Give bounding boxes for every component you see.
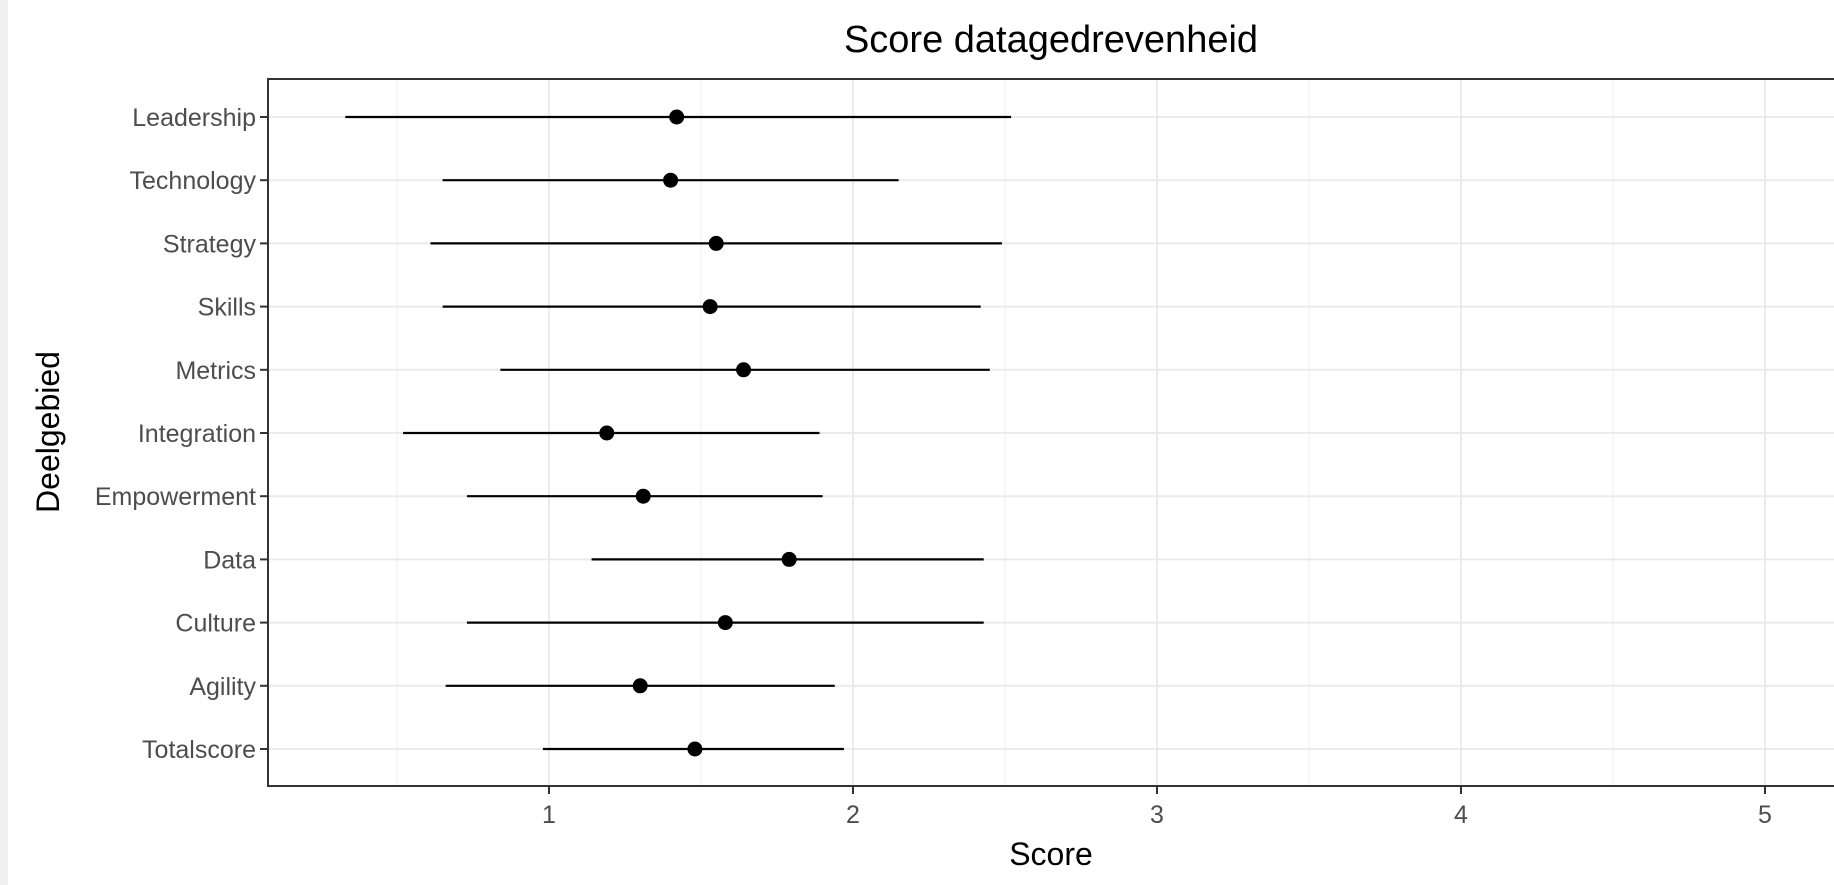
y-tick-label: Empowerment — [95, 483, 256, 511]
y-tick-label: Technology — [130, 167, 257, 195]
y-tick-label: Strategy — [163, 230, 257, 258]
point-marker — [635, 488, 651, 504]
point-marker — [717, 615, 733, 631]
point-marker — [687, 741, 703, 757]
y-tick-label: Leadership — [132, 104, 256, 132]
point-marker — [663, 172, 679, 188]
y-tick-label: Culture — [175, 610, 256, 638]
x-tick-label: 4 — [1454, 801, 1468, 829]
point-marker — [781, 551, 797, 567]
point-marker — [669, 109, 685, 125]
y-tick-label: Totalscore — [142, 736, 256, 764]
x-axis-title: Score — [1009, 836, 1093, 872]
point-marker — [708, 235, 724, 251]
y-tick-label: Agility — [189, 673, 256, 701]
y-tick-label: Data — [203, 546, 256, 574]
y-tick-label: Metrics — [175, 357, 256, 385]
point-marker — [736, 362, 752, 378]
x-tick-label: 5 — [1758, 801, 1772, 829]
y-tick-label: Skills — [198, 294, 256, 322]
point-marker — [632, 678, 648, 694]
y-tick-label: Integration — [138, 420, 256, 448]
x-axis: 1 2 3 4 5 — [542, 786, 1772, 829]
chart-panel: Score datagedrevenheid Leadership Technol… — [8, 0, 1834, 885]
x-tick-label: 3 — [1150, 801, 1164, 829]
point-marker — [599, 425, 615, 441]
y-axis-title: Deelgebied — [30, 351, 66, 513]
x-tick-label: 2 — [846, 801, 860, 829]
score-chart: Score datagedrevenheid Leadership Technol… — [30, 19, 1834, 872]
y-axis: Leadership Technology Strategy Skills Metric… — [95, 104, 268, 764]
chart-title: Score datagedrevenheid — [844, 19, 1258, 61]
point-markers — [599, 109, 797, 757]
point-marker — [702, 299, 718, 315]
x-tick-label: 1 — [542, 801, 556, 829]
